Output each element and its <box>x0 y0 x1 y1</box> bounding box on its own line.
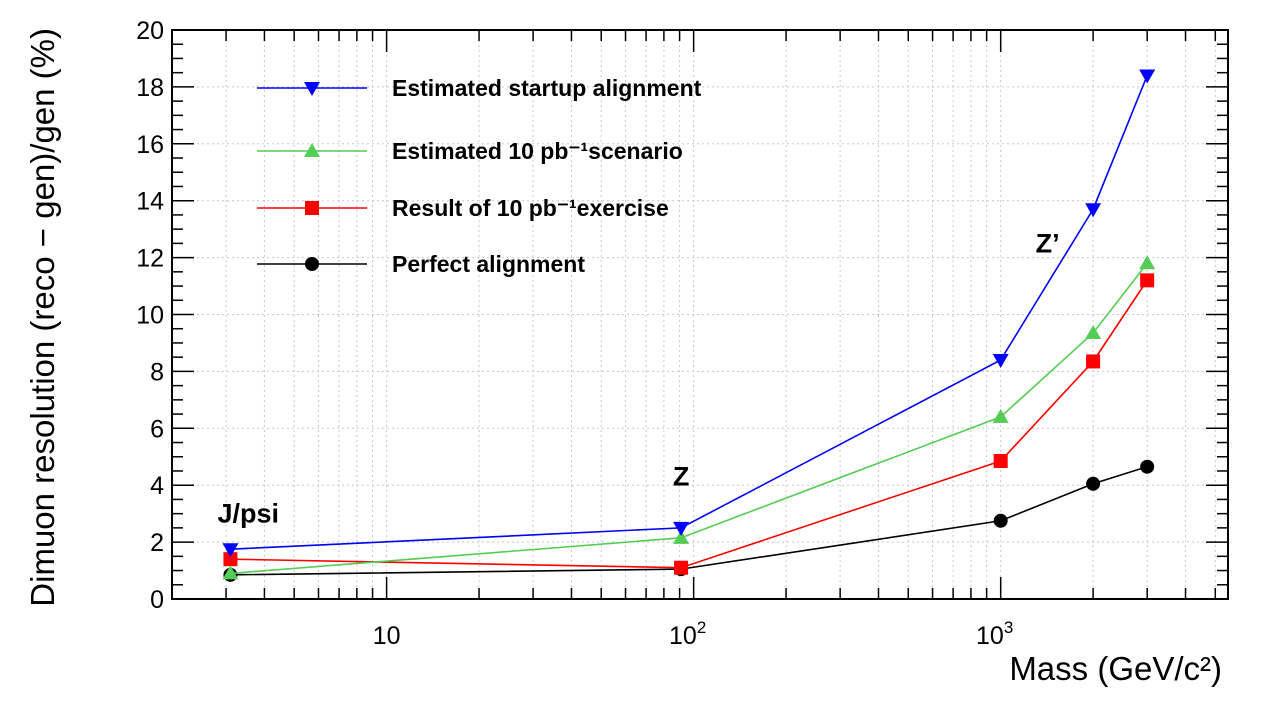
data-point <box>1139 255 1156 270</box>
y-tick-label: 2 <box>150 529 164 557</box>
y-tick-label: 16 <box>136 131 164 159</box>
data-point <box>1086 354 1101 369</box>
data-point <box>223 552 238 567</box>
legend-entry: Estimated startup alignment <box>257 75 702 101</box>
legend-marker <box>305 201 319 215</box>
legend-entry: Result of 10 pb⁻¹exercise <box>257 195 669 221</box>
data-point <box>992 354 1009 369</box>
y-axis-title: Dimuon resolution (reco − gen)/gen (%) <box>24 28 61 607</box>
data-point <box>1085 324 1102 339</box>
series-layer <box>222 69 1156 582</box>
data-point <box>1140 459 1155 474</box>
data-point <box>674 560 689 575</box>
data-point <box>1086 476 1101 491</box>
y-tick-label: 10 <box>136 302 164 330</box>
legend-marker <box>305 257 319 271</box>
y-tick-label: 20 <box>136 17 164 45</box>
data-point <box>673 529 690 544</box>
x-axis-title: Mass (GeV/c²) <box>1009 650 1222 687</box>
plot-frame <box>171 29 1229 600</box>
legend-label: Perfect alignment <box>392 251 585 277</box>
data-point <box>1140 273 1155 288</box>
legend-marker <box>304 143 320 157</box>
series-1 <box>222 255 1156 580</box>
y-tick-label: 14 <box>136 188 164 216</box>
legend-entry: Estimated 10 pb⁻¹scenario <box>257 138 683 164</box>
y-tick-label: 0 <box>150 586 164 614</box>
legend-entry: Perfect alignment <box>257 251 585 277</box>
legend: Estimated startup alignment Estimated 10 … <box>257 75 702 277</box>
y-tick-label: 8 <box>150 358 164 386</box>
y-tick-label: 12 <box>136 245 164 273</box>
x-tick-label: 103 <box>976 618 1013 650</box>
legend-label: Estimated 10 pb⁻¹scenario <box>392 138 683 164</box>
data-point <box>993 454 1008 469</box>
series-line <box>230 262 1148 575</box>
data-point <box>992 408 1009 423</box>
y-tick-label: 18 <box>136 74 164 102</box>
y-tick-label: 4 <box>150 472 164 500</box>
legend-marker <box>304 82 320 96</box>
data-point <box>1085 203 1102 218</box>
x-tick-label: 102 <box>669 618 706 650</box>
data-point <box>222 543 239 558</box>
annotations: J/psi Z Z’ <box>217 228 1059 528</box>
annotation-label: J/psi <box>217 499 279 529</box>
grid <box>172 29 1228 600</box>
data-point <box>222 565 239 580</box>
annotation-label: Z <box>673 462 690 492</box>
data-point <box>1139 69 1156 84</box>
series-0 <box>222 69 1156 558</box>
data-point <box>673 521 690 536</box>
legend-label: Estimated startup alignment <box>392 75 702 101</box>
y-tick-label: 6 <box>150 415 164 443</box>
annotation-label: Z’ <box>1036 228 1060 258</box>
series-2 <box>223 273 1155 575</box>
legend-label: Result of 10 pb⁻¹exercise <box>392 195 669 221</box>
x-tick-label: 10 <box>373 622 401 650</box>
data-point <box>993 513 1008 528</box>
axis-ticks: 0 2 4 6 8 10 12 14 16 18 20 10 102 103 <box>136 17 1228 650</box>
